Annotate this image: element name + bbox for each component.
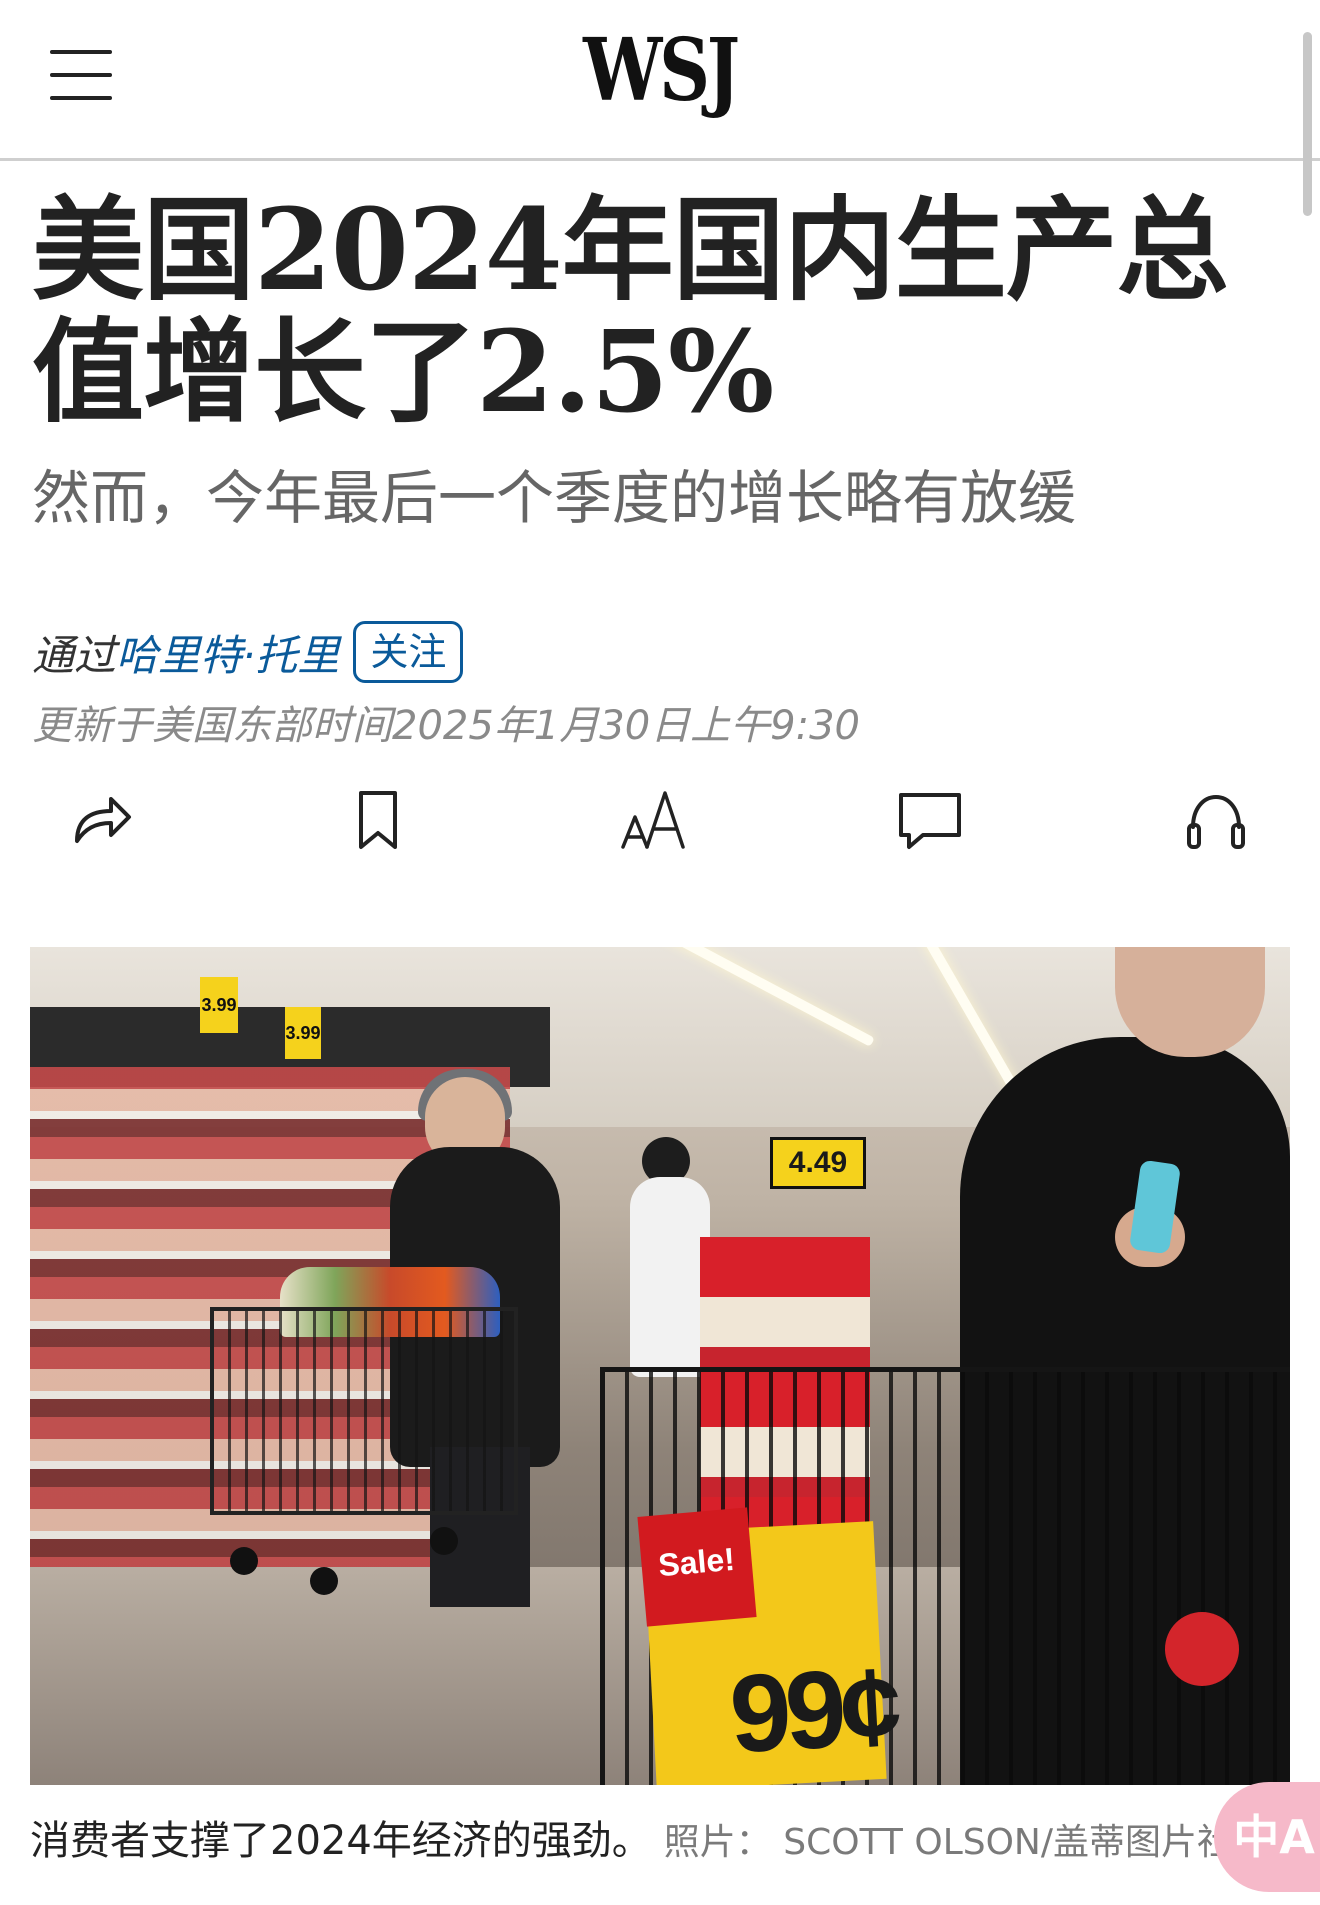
follow-button[interactable]: 关注 bbox=[353, 621, 464, 683]
display-price-sign: 4.49 bbox=[770, 1137, 866, 1189]
shelf-price-tag: 3.99 bbox=[200, 977, 238, 1033]
photo-credit: 照片： SCOTT OLSON/盖蒂图片社 bbox=[663, 1822, 1233, 1863]
sale-label: Sale! bbox=[637, 1507, 757, 1627]
menu-line bbox=[50, 73, 112, 77]
top-navigation-bar: WSJ bbox=[0, 0, 1320, 161]
menu-line bbox=[50, 50, 112, 54]
cart-red-disc bbox=[1165, 1612, 1239, 1686]
cart-wheel bbox=[430, 1527, 458, 1555]
article-hero-photo[interactable]: 3.99 3.99 4.49 Sale! 99¢ bbox=[30, 947, 1290, 1785]
byline: 通过 哈里特·托里 关注 bbox=[32, 621, 464, 683]
photo-caption: 消费者支撑了2024年经济的强劲。 照片： SCOTT OLSON/盖蒂图片社 bbox=[30, 1813, 1233, 1871]
listen-headphones-icon[interactable] bbox=[1176, 780, 1256, 860]
page-scrollbar[interactable] bbox=[1303, 32, 1312, 216]
article-subheadline: 然而，今年最后一个季度的增长略有放缓 bbox=[32, 464, 1077, 532]
publish-timestamp: 更新于美国东部时间2025年1月30日上午9:30 bbox=[32, 703, 860, 749]
hamburger-menu-icon[interactable] bbox=[50, 50, 112, 100]
shelf-price-tag: 3.99 bbox=[285, 1007, 321, 1059]
article-headline: 美国2024年国内生产总值增长了2.5% bbox=[32, 185, 1229, 438]
bookmark-icon[interactable] bbox=[338, 780, 418, 860]
comment-icon[interactable] bbox=[890, 780, 970, 860]
clerk-white-coat bbox=[630, 1177, 710, 1377]
author-link[interactable]: 哈里特·托里 bbox=[116, 630, 340, 680]
cart-wheel bbox=[230, 1547, 258, 1575]
text-size-icon[interactable] bbox=[614, 780, 694, 860]
cart-wheel bbox=[310, 1567, 338, 1595]
share-icon[interactable] bbox=[62, 780, 142, 860]
byline-prefix: 通过 bbox=[32, 630, 117, 680]
caption-text: 消费者支撑了2024年经济的强劲。 bbox=[30, 1818, 652, 1864]
sale-price: 99¢ bbox=[726, 1644, 899, 1777]
translate-icon: 中A bbox=[1233, 1810, 1315, 1864]
shopping-cart bbox=[210, 1307, 518, 1515]
menu-line bbox=[50, 96, 112, 100]
woman-face bbox=[1115, 947, 1265, 1057]
article-toolbar bbox=[0, 780, 1320, 860]
wsj-logo[interactable]: WSJ bbox=[583, 20, 740, 121]
translate-button[interactable]: 中A bbox=[1214, 1782, 1320, 1892]
